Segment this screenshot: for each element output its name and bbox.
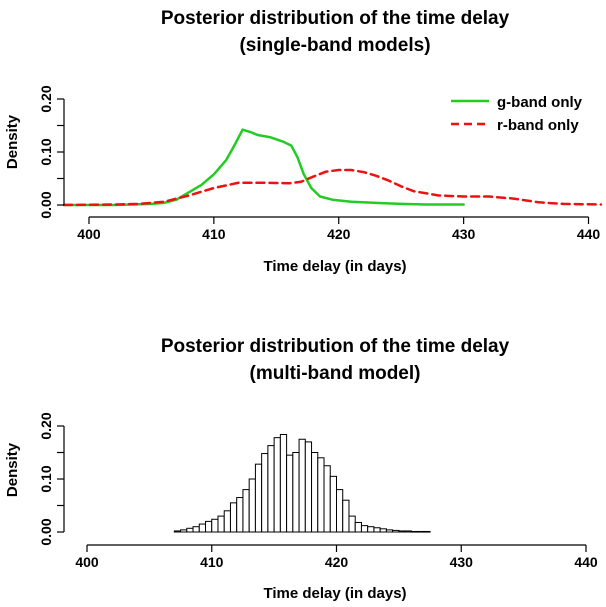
histogram-bar bbox=[229, 502, 238, 533]
histogram-bar bbox=[292, 452, 300, 533]
x-tick-label: 420 bbox=[325, 554, 349, 570]
histogram-bar bbox=[367, 526, 375, 533]
x-tick-label: 410 bbox=[202, 226, 226, 242]
histogram-bar bbox=[385, 529, 394, 533]
legend: g-band only r-band only bbox=[451, 94, 583, 134]
y-axis-title: Density bbox=[4, 442, 21, 497]
x-tick-label: 410 bbox=[200, 554, 224, 570]
y-tick-label: 0.10 bbox=[38, 465, 54, 492]
chart-subtitle: (multi-band model) bbox=[250, 363, 421, 384]
legend-label-g-band: g-band only bbox=[497, 94, 583, 111]
legend-label-r-band: r-band only bbox=[497, 117, 579, 134]
histogram-bar bbox=[279, 433, 288, 533]
histogram-bar bbox=[261, 453, 269, 533]
y-tick-label: 0.00 bbox=[38, 518, 54, 545]
histogram-bar bbox=[329, 475, 338, 533]
x-tick-label: 440 bbox=[577, 226, 601, 242]
histogram-bar bbox=[254, 463, 263, 533]
histogram-bar bbox=[267, 445, 275, 533]
x-tick-label: 420 bbox=[327, 226, 351, 242]
histogram-bar bbox=[192, 526, 200, 533]
plot-area bbox=[173, 433, 431, 533]
x-tick-label: 400 bbox=[77, 226, 101, 242]
histogram-bar bbox=[217, 515, 225, 533]
histogram-bar bbox=[404, 530, 412, 533]
histogram-bar bbox=[248, 478, 256, 533]
histogram-bar bbox=[286, 454, 294, 533]
histogram-bar bbox=[354, 521, 362, 533]
y-axis: 0.00 0.10 0.20 bbox=[38, 85, 65, 219]
histogram-bar bbox=[304, 441, 313, 533]
histogram-bar bbox=[417, 530, 425, 533]
x-axis: 400 410 420 430 440 bbox=[77, 216, 601, 242]
series-line-r-band-only bbox=[62, 168, 603, 207]
chart-title: Posterior distribution of the time delay bbox=[161, 8, 510, 29]
x-axis-title: Time delay (in days) bbox=[263, 585, 406, 602]
x-axis-title: Time delay (in days) bbox=[263, 258, 406, 275]
histogram-bar bbox=[342, 499, 350, 533]
histogram-bar bbox=[423, 530, 431, 533]
plot-area bbox=[62, 128, 603, 207]
x-tick-label: 430 bbox=[452, 226, 476, 242]
histogram-bar bbox=[198, 523, 207, 533]
y-tick-label: 0.20 bbox=[38, 412, 54, 439]
histogram-bar bbox=[311, 452, 319, 533]
histogram-bar bbox=[298, 438, 306, 533]
y-axis: 0.00 0.10 0.20 bbox=[38, 412, 65, 546]
histogram-bar bbox=[223, 510, 231, 533]
histogram-bar bbox=[360, 525, 369, 533]
y-tick-label: 0.20 bbox=[38, 85, 54, 112]
histogram-bar bbox=[323, 465, 331, 533]
histogram-bar bbox=[373, 527, 381, 533]
x-tick-label: 400 bbox=[75, 554, 99, 570]
histogram-bar bbox=[379, 528, 387, 533]
histogram-bar bbox=[392, 529, 400, 533]
histogram-bar bbox=[180, 529, 188, 533]
histogram-bar bbox=[410, 530, 419, 533]
histogram-bar bbox=[186, 527, 194, 533]
series-line-g-band-only bbox=[62, 128, 465, 207]
histogram-bar bbox=[348, 515, 356, 533]
histogram-chart-multi-band: Posterior distribution of the time delay… bbox=[4, 336, 598, 602]
histogram-bar bbox=[236, 497, 244, 533]
y-tick-label: 0.10 bbox=[38, 138, 54, 165]
histogram-bar bbox=[242, 489, 250, 533]
histogram-bar bbox=[336, 489, 344, 533]
chart-subtitle: (single-band models) bbox=[239, 35, 430, 56]
histogram-bar bbox=[205, 520, 213, 533]
histogram-bar bbox=[173, 530, 182, 533]
density-chart-single-band: Posterior distribution of the time delay… bbox=[4, 8, 603, 275]
x-axis: 400 410 420 430 440 bbox=[75, 544, 598, 570]
histogram-bar bbox=[398, 530, 406, 533]
histogram-bar bbox=[317, 457, 325, 533]
x-tick-label: 440 bbox=[574, 554, 598, 570]
histogram-bar bbox=[273, 437, 281, 533]
chart-title: Posterior distribution of the time delay bbox=[161, 336, 510, 357]
y-tick-label: 0.00 bbox=[38, 191, 54, 218]
y-axis-title: Density bbox=[4, 114, 21, 169]
histogram-bar bbox=[211, 518, 219, 533]
x-tick-label: 430 bbox=[450, 554, 474, 570]
